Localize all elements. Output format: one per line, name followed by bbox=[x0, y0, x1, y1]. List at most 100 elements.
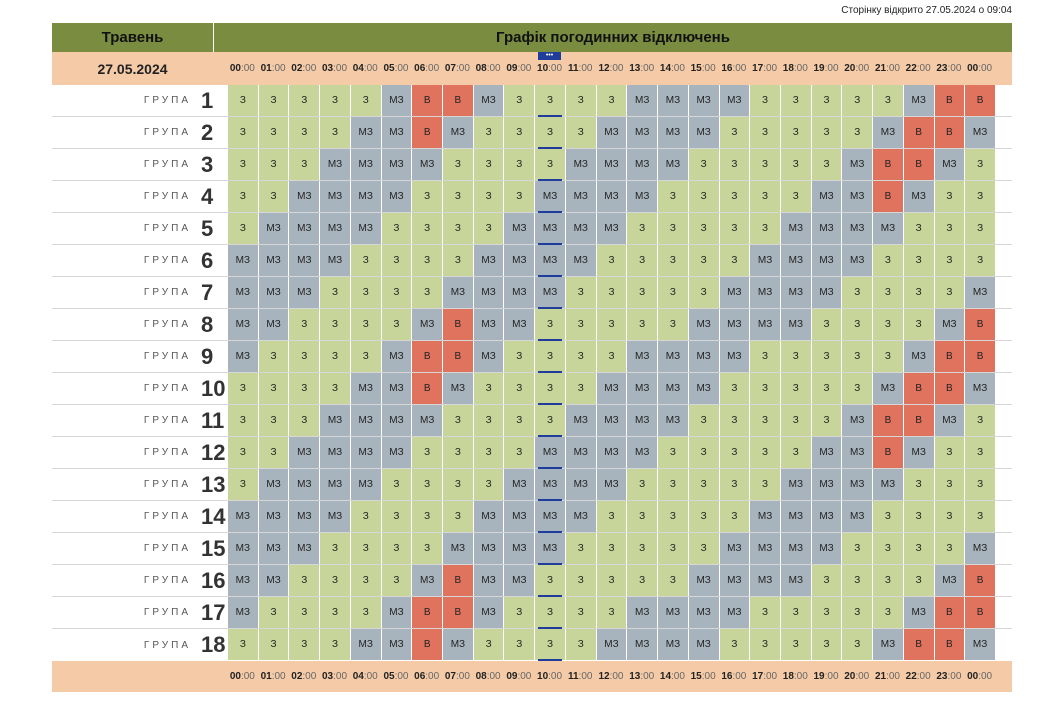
hour-cell: З bbox=[964, 245, 995, 276]
hour-cell: З bbox=[841, 85, 873, 116]
hour-cell: МЗ bbox=[749, 533, 780, 564]
hour-cell: МЗ bbox=[380, 149, 412, 180]
hour-cell: З bbox=[964, 213, 995, 244]
hour-cell: МЗ bbox=[626, 149, 658, 180]
group-row: ГРУПА 13 З МЗ МЗ МЗ МЗ З З З З МЗ МЗ МЗ МЗ З З З З З МЗ МЗ МЗ М… bbox=[52, 469, 1012, 501]
hour-cell: З bbox=[349, 245, 381, 276]
hour-cell: З bbox=[227, 85, 258, 116]
hour-cell: З bbox=[595, 597, 627, 628]
group-label: ГРУПА 15 bbox=[52, 533, 227, 564]
hour-cell: З bbox=[933, 501, 965, 532]
hour-cell: З bbox=[411, 213, 443, 244]
hour-cell: В bbox=[442, 309, 473, 340]
group-label: ГРУПА 3 bbox=[52, 149, 227, 180]
hour-cell: З bbox=[411, 469, 443, 500]
hour-cell: З bbox=[595, 309, 627, 340]
hour-label: 01:00 bbox=[260, 63, 286, 74]
group-number: 15 bbox=[201, 535, 226, 561]
hour-cell: МЗ bbox=[595, 629, 627, 660]
group-label: ГРУПА 1 bbox=[52, 85, 227, 116]
hour-cell: МЗ bbox=[687, 309, 719, 340]
hour-cell: МЗ bbox=[319, 181, 350, 212]
hour-cell: МЗ bbox=[564, 405, 596, 436]
hour-cell: МЗ bbox=[472, 85, 504, 116]
hour-cell: З bbox=[411, 181, 443, 212]
hour-cell: З bbox=[288, 85, 320, 116]
hour-cell: МЗ bbox=[626, 373, 658, 404]
hour-cell: З bbox=[349, 533, 381, 564]
hour-cell: МЗ bbox=[564, 437, 596, 468]
hour-cell: МЗ bbox=[411, 149, 443, 180]
hour-cell: В bbox=[964, 85, 995, 116]
hour-cell: МЗ bbox=[503, 469, 535, 500]
hour-cell: МЗ bbox=[380, 597, 412, 628]
hour-cell: МЗ bbox=[779, 501, 811, 532]
hour-cell: З bbox=[380, 309, 412, 340]
hour-cell: МЗ bbox=[472, 309, 504, 340]
hour-cell: МЗ bbox=[810, 501, 842, 532]
hour-cell: МЗ bbox=[687, 85, 719, 116]
hour-cell: З bbox=[319, 629, 350, 660]
hour-cell: З bbox=[503, 373, 535, 404]
hour-cell: МЗ bbox=[503, 245, 535, 276]
hour-cell: З bbox=[626, 245, 658, 276]
hour-cell: З bbox=[472, 117, 504, 148]
hour-cell: З bbox=[687, 469, 719, 500]
page-opened-timestamp: Сторінку відкрито 27.05.2024 о 09:04 bbox=[841, 5, 1012, 16]
hour-cell: З bbox=[872, 597, 903, 628]
group-word: ГРУПА bbox=[143, 351, 191, 362]
group-row: ГРУПА 11 З З З МЗ МЗ МЗ МЗ З З З З МЗ МЗ МЗ МЗ З З З З З МЗ В В М… bbox=[52, 405, 1012, 437]
hour-cell: З bbox=[472, 181, 504, 212]
hour-cell: З bbox=[749, 373, 780, 404]
hour-cell: МЗ bbox=[779, 277, 811, 308]
group-label: ГРУПА 4 bbox=[52, 181, 227, 212]
hour-cell: З bbox=[902, 245, 934, 276]
hour-cell: З bbox=[933, 213, 965, 244]
hour-cell: З bbox=[349, 501, 381, 532]
hour-cell: З bbox=[534, 565, 565, 597]
group-word: ГРУПА bbox=[143, 479, 191, 490]
hours-header-bottom: 00:00 01:00 02:00 03:00 04:00 05:00 06:00 07:00… bbox=[52, 661, 1012, 692]
hour-cell: З bbox=[595, 245, 627, 276]
hour-cell: З bbox=[779, 629, 811, 660]
hour-cell: МЗ bbox=[534, 213, 565, 245]
hour-cell: З bbox=[841, 277, 873, 308]
hour-cell: МЗ bbox=[810, 181, 842, 212]
hour-label: 12:00 bbox=[598, 671, 624, 682]
hour-cell: З bbox=[657, 501, 688, 532]
hour-cell: З bbox=[810, 341, 842, 372]
hour-cell: МЗ bbox=[933, 405, 965, 436]
hour-cell: З bbox=[902, 213, 934, 244]
group-row: ГРУПА 6 МЗ МЗ МЗ МЗ З З З З МЗ МЗ МЗ МЗ З З З З З МЗ МЗ МЗ МЗ З… bbox=[52, 245, 1012, 277]
hour-cell: МЗ bbox=[657, 373, 688, 404]
hour-cell: МЗ bbox=[810, 277, 842, 308]
hour-cell: З bbox=[227, 629, 258, 660]
hour-cell: З bbox=[933, 245, 965, 276]
hour-cell: МЗ bbox=[380, 405, 412, 436]
hour-cell: МЗ bbox=[472, 341, 504, 372]
hour-cell: В bbox=[902, 405, 934, 436]
hour-cell: В bbox=[442, 85, 473, 116]
hour-cell: МЗ bbox=[841, 469, 873, 500]
hour-cell: МЗ bbox=[472, 501, 504, 532]
hour-cell: МЗ bbox=[902, 437, 934, 468]
hour-cell: МЗ bbox=[564, 213, 596, 244]
hour-cell: В bbox=[964, 309, 995, 340]
group-label: ГРУПА 11 bbox=[52, 405, 227, 436]
hour-cell: МЗ bbox=[380, 85, 412, 116]
hour-cell: В bbox=[964, 565, 995, 596]
hour-cell: МЗ bbox=[564, 469, 596, 500]
hour-cell: МЗ bbox=[626, 437, 658, 468]
hour-cell: В bbox=[933, 85, 965, 116]
hour-cell: З bbox=[657, 533, 688, 564]
hour-cell: З bbox=[319, 373, 350, 404]
hour-label: 14:00 bbox=[659, 63, 685, 74]
hour-cell: З bbox=[227, 437, 258, 468]
hour-cell: В bbox=[902, 117, 934, 148]
hour-cell: З bbox=[964, 149, 995, 180]
hour-cell: З bbox=[564, 117, 596, 148]
hour-cell: З bbox=[657, 181, 688, 212]
hour-cell: З bbox=[534, 597, 565, 629]
hour-cell: МЗ bbox=[810, 469, 842, 500]
hour-cell: МЗ bbox=[595, 149, 627, 180]
